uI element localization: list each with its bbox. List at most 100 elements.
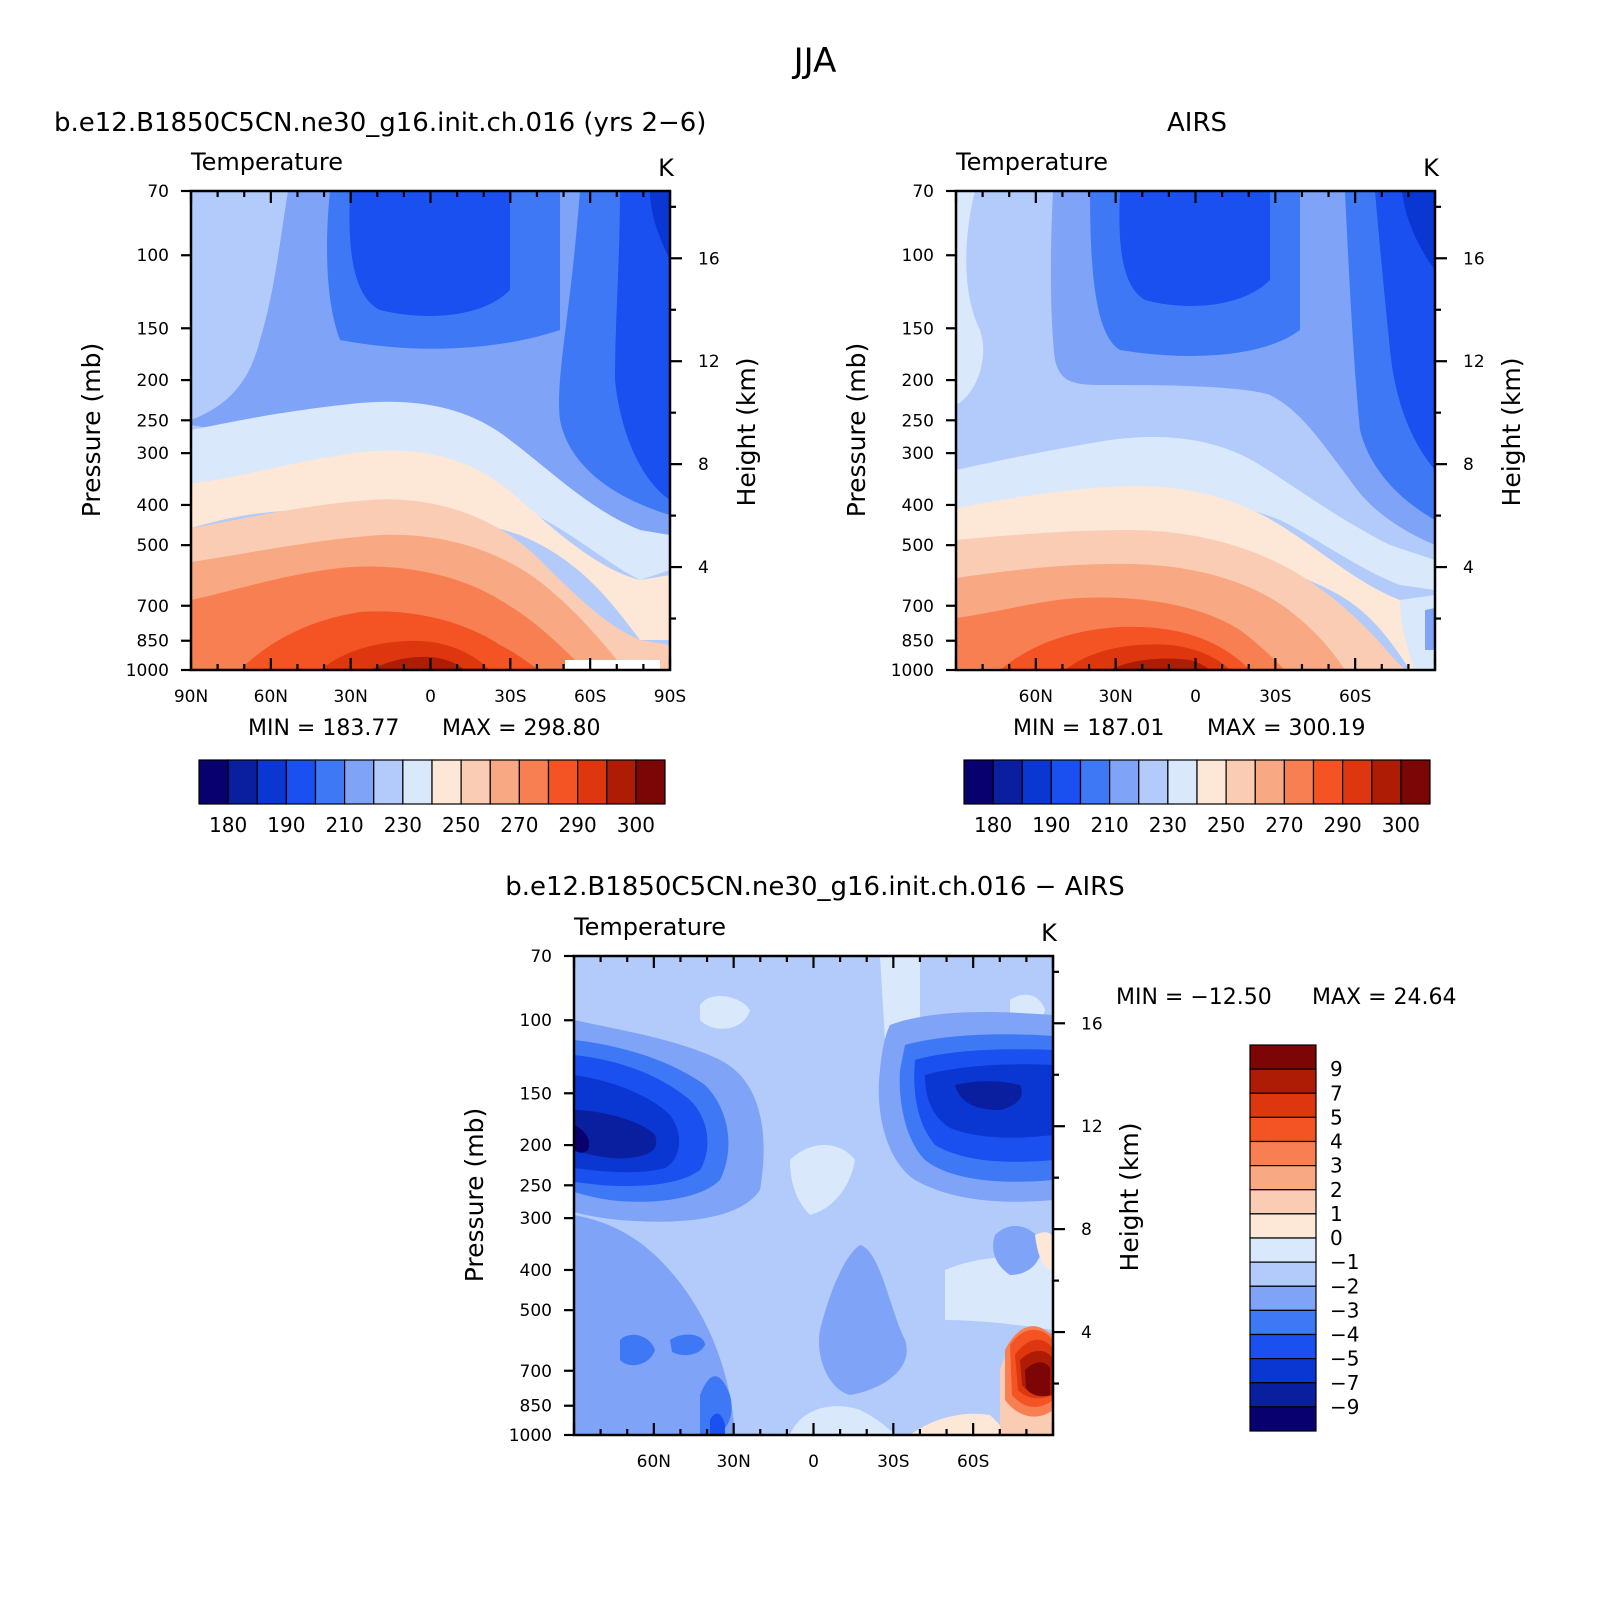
panel-airs-xtick-label: 0: [1190, 687, 1201, 707]
panel-airs-contour-field: [956, 191, 1435, 670]
panel-model-ytick-label: 850: [137, 632, 169, 652]
panel-airs-ytick-label: 500: [902, 536, 934, 556]
panel-model-ytick-label: 300: [137, 444, 169, 464]
panel-airs-ylabel: Pressure (mb): [842, 343, 871, 517]
band-minus4-minus3-lowleft: [620, 1334, 705, 1366]
panel-airs-ytick-right-label: 8: [1463, 455, 1474, 475]
panel-diff-ytick-label: 70: [530, 947, 552, 967]
panel-diff-colorbar-box: [1249, 1406, 1317, 1432]
panel-diff-ytick-label: 150: [520, 1084, 552, 1104]
panel-diff-colorbar-label: −2: [1330, 1274, 1359, 1298]
band-below-minus9-upperleft: [574, 1125, 590, 1153]
panel-model-ticks: 90N 60N 30N 0 30S 60S 90S 70 100 150 200 250 300 400 5…: [126, 182, 720, 707]
panel-model-xtick-label: 60S: [574, 687, 606, 707]
panel-model: b.e12.B1850C5CN.ne30_g16.init.ch.016 (yr…: [54, 108, 761, 837]
panel-airs-colorbar-label: 230: [1149, 813, 1187, 837]
panel-model-ytick-right-label: 4: [698, 558, 709, 578]
panel-model-ytick-label: 700: [137, 597, 169, 617]
panel-diff-colorbar-label: −1: [1330, 1250, 1359, 1274]
panel-model-ytick-label: 150: [137, 319, 169, 339]
panel-model-xtick-label: 60N: [254, 687, 288, 707]
panel-airs-ytick-label: 400: [902, 496, 934, 516]
panel-airs-colorbar-label: 180: [974, 813, 1012, 837]
panel-diff-colorbar-box: [1249, 1165, 1317, 1191]
band-above-9-bottomright: [1025, 1362, 1050, 1397]
panel-model-xtick-label: 30S: [494, 687, 526, 707]
panel-diff-ytick-right-label: 8: [1081, 1220, 1092, 1240]
panel-model-ytick-right-label: 8: [698, 455, 709, 475]
panel-diff-colorbar-box: [1249, 1068, 1317, 1094]
panel-airs-colorbar-box: [1400, 759, 1431, 805]
panel-airs-units: K: [1423, 154, 1440, 182]
panel-model-colorbar-label: 290: [559, 813, 597, 837]
band-minus4-minus3-lowright: [700, 1376, 732, 1435]
panel-diff-ytick-label: 100: [520, 1011, 552, 1031]
panel-diff-ytick-label: 200: [520, 1136, 552, 1156]
panel-airs-xtick-label: 60S: [1339, 687, 1371, 707]
panel-airs-colorbar-label: 290: [1324, 813, 1362, 837]
panel-model-ylabel: Pressure (mb): [77, 343, 106, 517]
panel-model-colorbar-label: 190: [267, 813, 305, 837]
panel-airs-colorbar-label: 190: [1032, 813, 1070, 837]
panel-diff-colorbar-label: 2: [1330, 1178, 1343, 1202]
panel-airs-colorbar-box: [1342, 759, 1373, 805]
panel-airs-ylabel-right: Height (km): [1497, 358, 1526, 507]
panel-diff-ytick-right-label: 16: [1081, 1014, 1103, 1034]
panel-model-ytick-label: 70: [147, 182, 169, 202]
panel-diff-colorbar-label: −9: [1330, 1395, 1359, 1419]
panel-model-colorbar-box: [489, 759, 520, 805]
panel-diff-colorbar-box: [1249, 1189, 1317, 1215]
band-240-250: [191, 401, 670, 580]
panel-model-ytick-label: 1000: [126, 661, 169, 681]
panel-model-colorbar-box: [577, 759, 608, 805]
panel-airs-xtick-label: 30N: [1098, 687, 1132, 707]
figure-title: JJA: [792, 41, 837, 81]
panel-airs-colorbar-box: [963, 759, 994, 805]
band-minus1-0-mid: [790, 1145, 855, 1215]
band-190-200: [650, 191, 670, 260]
panel-model-colorbar-box: [227, 759, 258, 805]
panel-diff-colorbar-box: [1249, 1092, 1317, 1118]
panel-airs-ytick-label: 850: [902, 632, 934, 652]
panel-diff-min: MIN = −12.50: [1116, 985, 1272, 1010]
panel-diff-max: MAX = 24.64: [1312, 985, 1457, 1010]
panel-airs-ytick-right-label: 12: [1463, 352, 1485, 372]
panel-model-colorbar: 180 190 210 230 250 270 290 300: [198, 759, 666, 837]
panel-airs-colorbar-label: 270: [1265, 813, 1303, 837]
panel-diff-colorbar-box: [1249, 1213, 1317, 1239]
band-minus5-minus4-low: [710, 1413, 725, 1435]
panel-model-colorbar-box: [606, 759, 637, 805]
panel-diff-ytick-label: 700: [520, 1362, 552, 1382]
band-0-1-bottom: [910, 1413, 1010, 1435]
panel-airs-colorbar-box: [1371, 759, 1402, 805]
panel-model-xtick-label: 90S: [654, 687, 686, 707]
panel-airs-variable: Temperature: [955, 148, 1108, 176]
panel-diff-colorbar-label: −5: [1330, 1347, 1359, 1371]
band-minus1-0-topright: [880, 956, 920, 1040]
panel-model-min: MIN = 183.77: [248, 716, 399, 741]
panel-diff-xtick-label: 0: [808, 1452, 819, 1472]
panel-airs-ytick-label: 300: [902, 444, 934, 464]
panel-diff-ytick-label: 500: [520, 1301, 552, 1321]
panel-model-colorbar-box: [373, 759, 404, 805]
band-minus1-0-bottom: [574, 1389, 895, 1435]
band-minus1-0-right: [945, 1257, 1053, 1330]
panel-diff-colorbar-box: [1249, 1044, 1317, 1070]
panel-diff-ytick-right-label: 4: [1081, 1323, 1092, 1343]
panel-diff-units: K: [1041, 919, 1058, 947]
panel-model-variable: Temperature: [190, 148, 343, 176]
panel-airs-ytick-right-label: 4: [1463, 558, 1474, 578]
patch-220-230-right: [1425, 608, 1435, 650]
panel-diff-colorbar-box: [1249, 1261, 1317, 1287]
panel-diff-ytick-label: 1000: [509, 1426, 552, 1446]
panel-model-ylabel-right: Height (km): [732, 358, 761, 507]
panel-diff-colorbar-label: 7: [1330, 1081, 1343, 1105]
panel-model-ytick-label: 100: [137, 246, 169, 266]
panel-diff-colorbar-box: [1249, 1140, 1317, 1167]
panel-airs-colorbar: 180 190 210 230 250 270 290 300: [963, 759, 1431, 837]
panel-airs-colorbar-box: [1109, 759, 1140, 805]
panel-diff-contour-field: [574, 956, 1053, 1435]
panel-model-colorbar-box: [198, 759, 229, 805]
panel-diff-colorbar-label: 1: [1330, 1202, 1343, 1226]
panel-airs-colorbar-box: [1225, 759, 1256, 805]
